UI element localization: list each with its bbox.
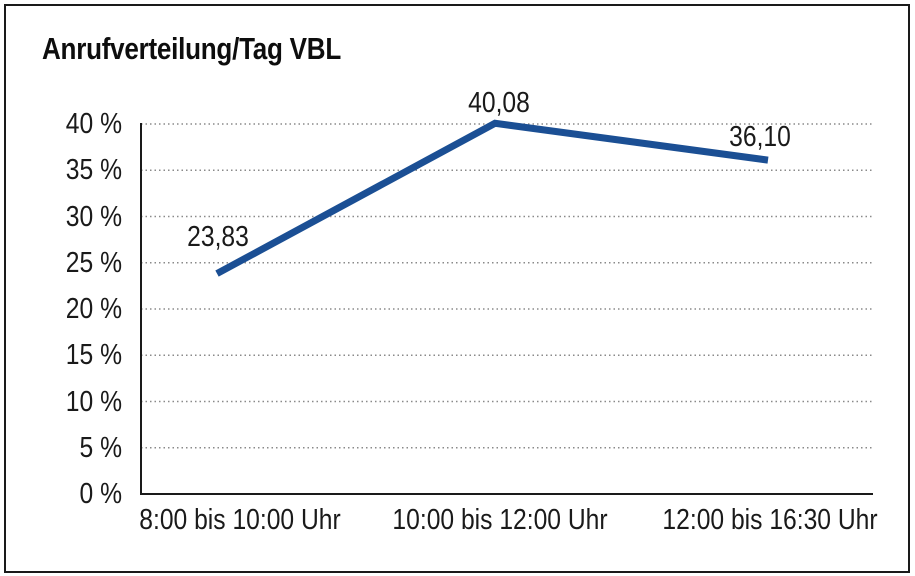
data-point-label: 23,83: [187, 220, 249, 253]
data-series-line: [215, 119, 769, 277]
y-tick-label: 0 %: [79, 478, 122, 510]
x-category-label: 10:00 bis 12:00 Uhr: [392, 504, 608, 536]
y-tick-label: 5 %: [79, 431, 122, 464]
chart-frame-border: [4, 4, 910, 573]
x-category-label: 8:00 bis 10:00 Uhr: [139, 504, 341, 536]
data-point-label: 40,08: [468, 87, 530, 120]
y-tick-label: 15 %: [65, 339, 122, 372]
gridlines-group: [141, 123, 873, 449]
y-tick-label: 25 %: [65, 246, 122, 279]
y-tick-label: 40 %: [65, 108, 122, 140]
y-tick-label: 35 %: [65, 154, 122, 187]
data-point-label: 36,10: [729, 121, 791, 154]
x-category-label: 12:00 bis 16:30 Uhr: [662, 504, 878, 536]
chart-title: Anrufverteilung/Tag VBL: [42, 31, 341, 66]
y-tick-label: 10 %: [65, 385, 122, 418]
y-tick-label: 20 %: [65, 293, 122, 325]
y-tick-label: 30 %: [65, 200, 122, 233]
